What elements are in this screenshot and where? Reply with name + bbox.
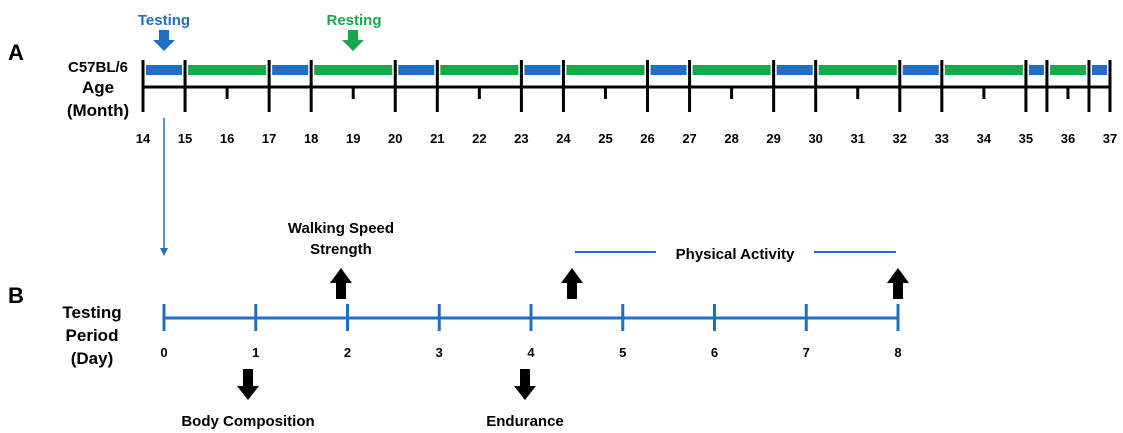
age-tick-label: 17 [262, 131, 276, 146]
segment-testing [650, 65, 687, 75]
panel-b-letter: B [8, 283, 24, 308]
age-tick-labels: 14 15 16 17 18 19 20 21 22 23 24 25 26 27 28 29 30 31 32 33… [136, 131, 1117, 146]
day-axis [162, 304, 900, 331]
day-tick-label: 5 [619, 345, 626, 360]
age-tick-label: 28 [724, 131, 738, 146]
segment-resting [314, 65, 393, 75]
segment-resting [692, 65, 771, 75]
age-tick-label: 30 [808, 131, 822, 146]
age-axis [141, 60, 1112, 112]
endurance-label: Endurance [486, 413, 564, 430]
day-tick-labels: 0 1 2 3 4 5 6 7 8 [160, 345, 901, 360]
body-composition-label: Body Composition [181, 413, 314, 430]
segment-testing [146, 65, 183, 75]
segment-resting [566, 65, 645, 75]
physical-activity-start-arrow-icon [561, 268, 583, 299]
age-tick-label: 35 [1019, 131, 1033, 146]
age-axis-label: Age [82, 78, 114, 97]
segment-resting [188, 65, 267, 75]
age-tick-label: 33 [935, 131, 949, 146]
walking-speed-label: Walking Speed [288, 220, 394, 237]
strain-label: C57BL/6 [68, 59, 128, 76]
testing-period-label-line3: (Day) [71, 349, 114, 368]
physical-activity-end-arrow-icon [887, 268, 909, 299]
body-composition-down-arrow-icon [237, 369, 259, 400]
age-tick-label: 21 [430, 131, 444, 146]
age-tick-label: 36 [1061, 131, 1075, 146]
physical-activity-label: Physical Activity [676, 246, 795, 263]
endurance-down-arrow-icon [514, 369, 536, 400]
strength-label: Strength [310, 241, 372, 258]
age-tick-label: 26 [640, 131, 654, 146]
day-tick-label: 8 [894, 345, 901, 360]
day-tick-label: 3 [436, 345, 443, 360]
age-tick-label: 32 [893, 131, 907, 146]
legend-resting-arrow-icon [342, 30, 364, 51]
age-tick-label: 25 [598, 131, 612, 146]
day-tick-label: 6 [711, 345, 718, 360]
day-tick-label: 4 [527, 345, 535, 360]
day-tick-label: 7 [803, 345, 810, 360]
segment-resting [818, 65, 897, 75]
segment-resting [1049, 65, 1086, 75]
legend-testing-label: Testing [138, 12, 190, 29]
segment-testing [398, 65, 435, 75]
segment-testing [1028, 65, 1044, 75]
age-tick-label: 14 [136, 131, 151, 146]
segment-testing [524, 65, 561, 75]
age-tick-label: 24 [556, 131, 571, 146]
age-tick-label: 22 [472, 131, 486, 146]
testing-period-label-line1: Testing [62, 303, 121, 322]
segment-testing [1091, 65, 1107, 75]
segment-testing [272, 65, 309, 75]
schedule-segments [146, 65, 1107, 75]
segment-testing [776, 65, 813, 75]
legend-testing-arrow-icon [153, 30, 175, 51]
legend-resting-label: Resting [326, 12, 381, 29]
segment-resting [944, 65, 1023, 75]
age-tick-label: 19 [346, 131, 360, 146]
day-tick-label: 0 [160, 345, 167, 360]
age-tick-label: 18 [304, 131, 318, 146]
age-tick-label: 16 [220, 131, 234, 146]
strength-up-arrow-icon [330, 268, 352, 299]
segment-resting [440, 65, 519, 75]
age-tick-label: 15 [178, 131, 192, 146]
age-axis-unit: (Month) [67, 101, 129, 120]
age-tick-label: 27 [682, 131, 696, 146]
testing-period-label-line2: Period [66, 326, 119, 345]
age-tick-label: 23 [514, 131, 528, 146]
age-tick-label: 34 [977, 131, 992, 146]
age-tick-label: 20 [388, 131, 402, 146]
age-tick-label: 37 [1103, 131, 1117, 146]
panel-a-letter: A [8, 40, 24, 65]
segment-testing [902, 65, 939, 75]
age-tick-label: 29 [766, 131, 780, 146]
day-tick-label: 1 [252, 345, 259, 360]
day-tick-label: 2 [344, 345, 351, 360]
age-tick-label: 31 [851, 131, 865, 146]
